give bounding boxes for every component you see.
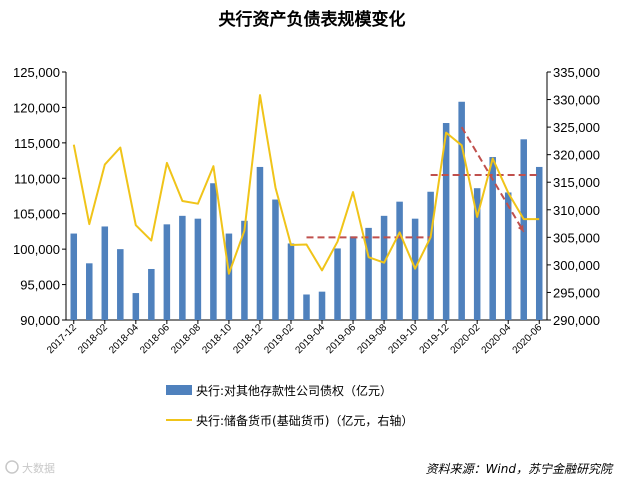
bar — [194, 218, 202, 320]
bar — [148, 268, 155, 320]
right-tick-label: 295,000 — [553, 285, 600, 300]
left-tick-label: 90,000 — [20, 313, 60, 328]
trend-lines — [306, 126, 540, 239]
x-tick-label: 2018-10 — [200, 322, 234, 356]
bar — [241, 220, 248, 320]
x-tick-label: 2019-12 — [418, 322, 452, 356]
bar — [380, 215, 388, 320]
bar — [210, 183, 217, 320]
x-tick-label: 2018-08 — [169, 322, 203, 356]
bar — [396, 201, 403, 320]
right-tick-label: 320,000 — [553, 148, 600, 163]
bar — [179, 215, 186, 320]
right-tick-label: 310,000 — [553, 203, 600, 218]
x-tick-label: 2019-10 — [387, 322, 421, 356]
x-tick-label: 2019-08 — [355, 322, 389, 356]
right-tick-label: 305,000 — [553, 230, 600, 245]
left-tick-label: 100,000 — [13, 242, 60, 257]
x-tick-label: 2019-06 — [324, 322, 358, 356]
left-tick-label: 125,000 — [13, 65, 60, 80]
dashed-trend-line — [460, 126, 525, 233]
x-tick-label: 2018-02 — [76, 322, 110, 356]
right-tick-label: 290,000 — [553, 313, 600, 328]
bar — [272, 199, 279, 320]
source-note: 资料来源：Wind，苏宁金融研究院 — [426, 462, 614, 476]
legend: 央行:对其他存款性公司债权（亿元） 央行:储备货币(基础货币)（亿元，右轴） — [166, 383, 413, 428]
reserve-money-line — [72, 94, 540, 275]
bar — [349, 236, 357, 320]
right-tick-label: 335,000 — [553, 65, 600, 80]
left-tick-label: 120,000 — [13, 100, 60, 115]
left-tick-label: 95,000 — [20, 278, 60, 293]
right-tick-label: 325,000 — [553, 120, 600, 135]
chart-title: 央行资产负债表规模变化 — [219, 9, 406, 30]
bar — [86, 263, 93, 320]
bar — [132, 293, 140, 320]
x-tick-label: 2019-02 — [262, 322, 296, 356]
line-series — [72, 94, 540, 275]
watermark: 大数据 — [5, 460, 55, 475]
watermark-text: 大数据 — [22, 461, 55, 475]
bar — [256, 166, 264, 320]
right-tick-label: 315,000 — [553, 175, 600, 190]
bar — [163, 224, 171, 320]
right-tick-label: 300,000 — [553, 258, 600, 273]
bar — [303, 294, 310, 320]
bar — [535, 166, 543, 320]
left-tick-label: 105,000 — [13, 207, 60, 222]
bar — [473, 188, 481, 320]
arrow-head-icon — [517, 224, 524, 232]
bar — [504, 192, 512, 320]
x-tick-label: 2018-12 — [231, 322, 265, 356]
bar — [117, 249, 124, 320]
bar — [489, 157, 496, 320]
bar — [334, 248, 341, 320]
bar — [70, 233, 78, 320]
bar — [318, 291, 326, 320]
watermark-logo-icon — [5, 460, 19, 474]
bar — [458, 101, 465, 320]
x-tick-label: 2020-06 — [511, 322, 545, 356]
bar — [520, 139, 527, 320]
x-tick-label: 2019-04 — [293, 322, 327, 356]
legend-line-label: 央行:储备货币(基础货币)（亿元，右轴） — [196, 413, 413, 428]
x-tick-label: 2020-04 — [480, 322, 514, 356]
bar — [442, 123, 450, 320]
left-tick-label: 115,000 — [14, 136, 60, 151]
x-tick-label: 2020-02 — [449, 322, 483, 356]
bar — [101, 226, 109, 320]
right-tick-label: 330,000 — [553, 93, 600, 108]
bar — [365, 227, 372, 320]
bar — [287, 243, 295, 320]
legend-bar-label: 央行:对其他存款性公司债权（亿元） — [196, 383, 392, 398]
x-tick-label: 2018-04 — [107, 322, 141, 356]
bar-series — [70, 101, 543, 320]
left-tick-label: 110,000 — [14, 171, 60, 186]
bar — [225, 233, 233, 320]
legend-bar-swatch — [166, 385, 192, 395]
bar — [427, 191, 434, 320]
x-tick-label: 2018-06 — [138, 322, 172, 356]
